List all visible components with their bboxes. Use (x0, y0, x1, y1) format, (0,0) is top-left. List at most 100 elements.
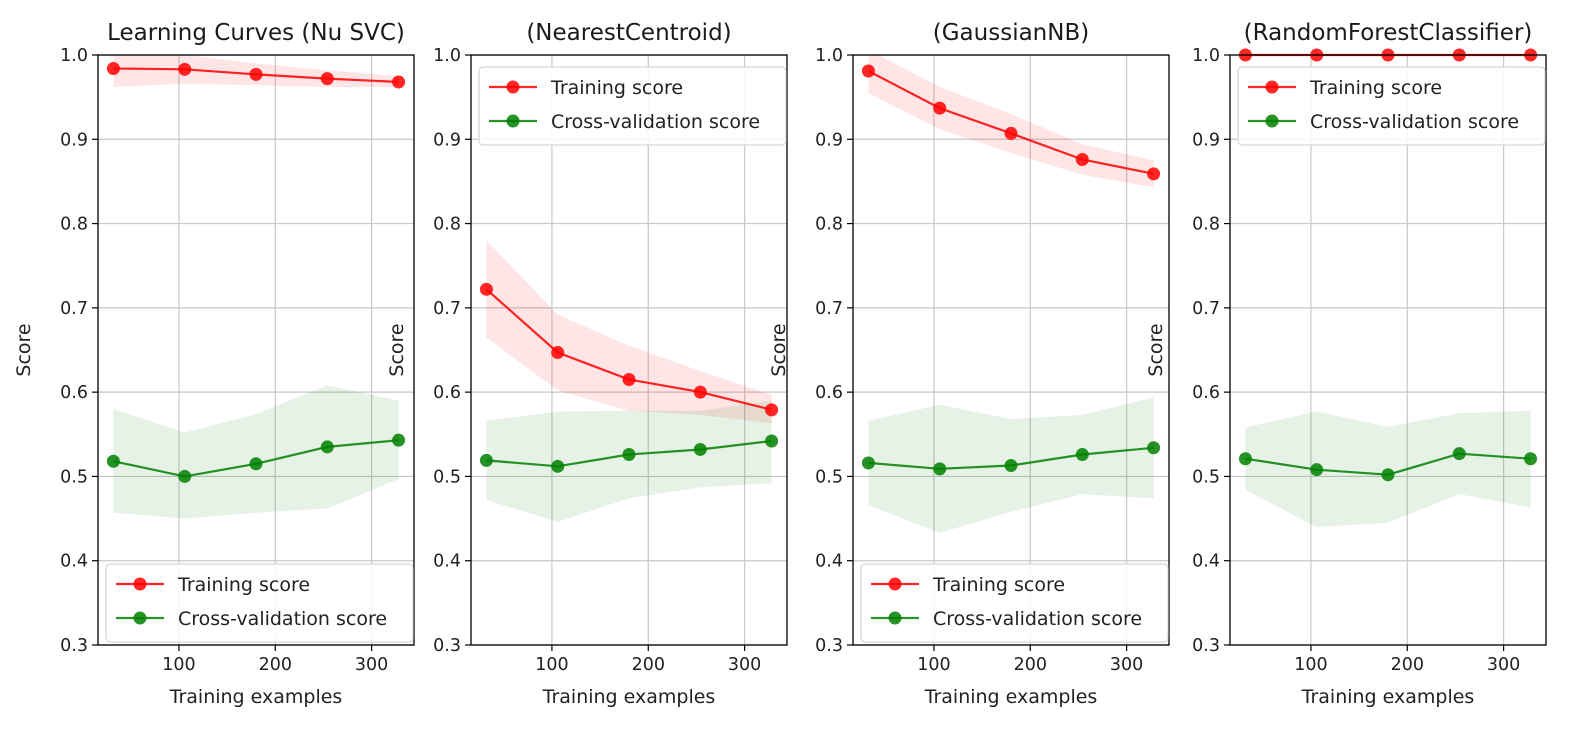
x-axis-label: Training examples (169, 686, 343, 708)
axes-frame (1229, 54, 1547, 646)
legend-label: Training score (177, 574, 310, 596)
x-tick-label: 300 (1487, 655, 1520, 675)
legend: Training score Cross-validation score (860, 563, 1169, 643)
x-tick-label: 100 (535, 655, 568, 675)
chart-title: (RandomForestClassifier) (1244, 20, 1533, 46)
y-axis-label: Score (386, 323, 408, 376)
band-training (868, 55, 1154, 188)
x-tick-label: 100 (162, 655, 195, 675)
legend-label: Training score (932, 574, 1065, 596)
point-cross-validation (933, 462, 947, 476)
y-tick-label: 0.6 (433, 383, 461, 403)
legend-box (105, 563, 414, 643)
point-cross-validation (479, 453, 493, 467)
point-training (551, 346, 565, 360)
legend-label: Training score (1309, 77, 1442, 99)
point-cross-validation (249, 457, 263, 471)
y-tick-label: 0.6 (60, 383, 88, 403)
legend-marker (1265, 114, 1279, 128)
point-cross-validation (1075, 448, 1089, 462)
legend-label: Training score (550, 77, 683, 99)
chart-title: (NearestCentroid) (526, 20, 731, 46)
y-tick-label: 0.5 (433, 467, 461, 487)
x-tick-label: 100 (1294, 655, 1327, 675)
point-training (1075, 153, 1089, 167)
point-cross-validation (1310, 463, 1324, 477)
y-tick-label: 0.4 (1192, 552, 1220, 572)
point-training (178, 62, 192, 76)
legend-label: Cross-validation score (551, 111, 760, 133)
legend-box (1237, 66, 1546, 146)
y-tick-label: 1.0 (1192, 46, 1220, 66)
legend: Training score Cross-validation score (105, 563, 414, 643)
x-tick-label: 200 (1014, 655, 1047, 675)
point-training (1004, 126, 1018, 140)
point-training (392, 75, 406, 89)
y-tick-label: 0.4 (433, 552, 461, 572)
point-training (106, 61, 120, 75)
legend-marker (133, 577, 147, 591)
legend-marker (888, 577, 902, 591)
point-cross-validation (1004, 458, 1018, 472)
chart-panel-4: 0.3 0.4 0.5 0.6 0.7 0.8 0.9 1.0 100 200 300 (Random… (1145, 20, 1547, 708)
chart-title: Learning Curves (Nu SVC) (107, 20, 405, 46)
legend-marker (1265, 80, 1279, 94)
axes-frame (852, 54, 1170, 646)
point-cross-validation (1147, 441, 1161, 455)
y-tick-label: 0.8 (1192, 215, 1220, 235)
point-training (320, 72, 334, 86)
y-tick-label: 0.3 (433, 636, 461, 656)
y-tick-label: 0.8 (433, 215, 461, 235)
legend-marker (888, 611, 902, 625)
point-cross-validation (551, 459, 565, 473)
point-cross-validation (765, 434, 779, 448)
point-cross-validation (861, 456, 875, 470)
point-training (249, 67, 263, 81)
y-tick-label: 0.9 (815, 130, 843, 150)
y-tick-label: 0.7 (60, 299, 88, 319)
y-tick-label: 0.8 (815, 215, 843, 235)
point-cross-validation (1524, 452, 1538, 466)
y-axis-label: Score (13, 323, 35, 376)
point-training (622, 373, 636, 386)
point-cross-validation (106, 454, 120, 468)
y-tick-label: 0.4 (60, 552, 88, 572)
point-training (479, 282, 493, 296)
legend-label: Cross-validation score (933, 608, 1142, 630)
legend-marker (133, 611, 147, 625)
point-cross-validation (320, 440, 334, 454)
x-tick-label: 200 (632, 655, 665, 675)
y-tick-label: 0.7 (433, 299, 461, 319)
y-tick-label: 0.8 (60, 215, 88, 235)
legend-marker (506, 114, 520, 128)
y-tick-label: 0.6 (1192, 383, 1220, 403)
x-tick-label: 300 (1110, 655, 1143, 675)
y-axis-label: Score (768, 323, 790, 376)
y-tick-label: 0.3 (1192, 636, 1220, 656)
y-tick-label: 1.0 (815, 46, 843, 66)
x-tick-label: 200 (259, 655, 292, 675)
y-tick-label: 1.0 (60, 46, 88, 66)
legend-box (478, 66, 787, 146)
legend-label: Cross-validation score (178, 608, 387, 630)
x-axis-label: Training examples (924, 686, 1098, 708)
x-axis-label: Training examples (1301, 686, 1475, 708)
point-training (1147, 167, 1161, 181)
x-tick-label: 300 (728, 655, 761, 675)
chart-panel-2: 0.3 0.4 0.5 0.6 0.7 0.8 0.9 1.0 100 200 300 (Neares… (386, 20, 788, 708)
point-cross-validation (1381, 468, 1395, 482)
chart-title: (GaussianNB) (933, 20, 1089, 46)
band-cross-validation (486, 400, 772, 522)
legend: Training score Cross-validation score (478, 66, 787, 146)
y-tick-label: 0.9 (60, 130, 88, 150)
legend-label: Cross-validation score (1310, 111, 1519, 133)
legend-box (860, 563, 1169, 643)
point-cross-validation (392, 433, 406, 447)
legend-marker (506, 80, 520, 94)
point-cross-validation (1238, 452, 1252, 466)
point-cross-validation (178, 469, 192, 483)
y-tick-label: 0.5 (60, 467, 88, 487)
y-tick-label: 0.9 (1192, 130, 1220, 150)
band-cross-validation (113, 385, 399, 519)
